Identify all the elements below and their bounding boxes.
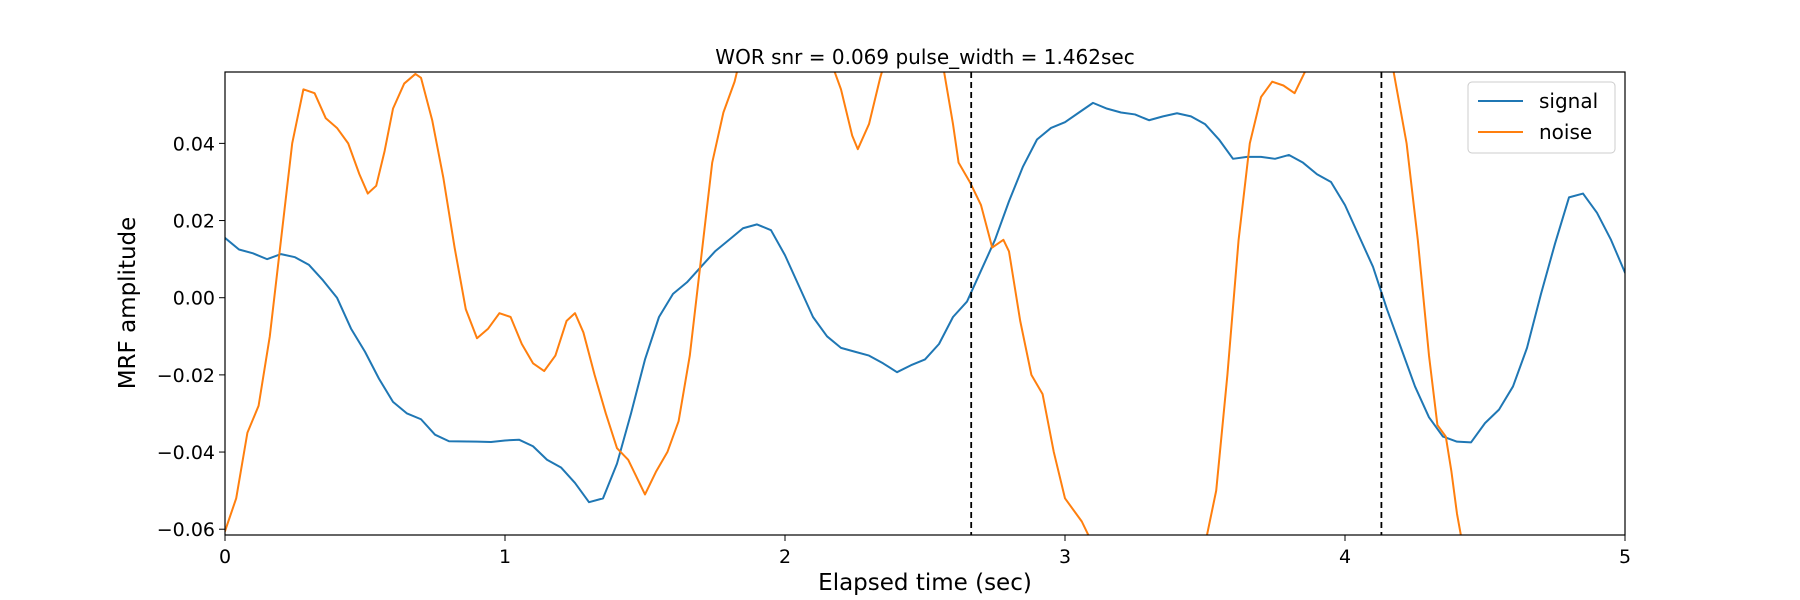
y-tick-label: −0.06 [157,519,215,541]
series-line-signal [225,101,1625,504]
x-tick-label: 1 [499,546,511,568]
y-tick-label: 0.02 [173,211,215,233]
legend-label-noise: noise [1539,120,1592,144]
y-tick-label: −0.04 [157,442,215,464]
x-tick-label: 2 [779,546,791,568]
vline-layer [970,72,1383,535]
y-tick-label: 0.04 [173,133,215,155]
series-line-noise [225,72,1462,535]
series-layer [225,72,1625,535]
legend: signal noise [1467,81,1616,154]
x-tick-label: 0 [219,546,231,568]
y-axis-ticks: −0.06 −0.04 −0.02 0.00 0.02 0.04 [157,133,225,541]
x-axis-ticks: 0 1 2 3 4 5 [219,535,1631,568]
x-tick-label: 5 [1619,546,1631,568]
plot-frame [224,71,1626,536]
legend-box [1467,81,1616,154]
y-axis-label: MRF amplitude [115,217,141,390]
x-tick-label: 4 [1339,546,1351,568]
x-axis-label: Elapsed time (sec) [818,570,1032,596]
legend-label-signal: signal [1539,89,1598,113]
chart-title: WOR snr = 0.069 pulse_width = 1.462sec [715,45,1134,69]
y-tick-label: −0.02 [157,365,215,387]
x-tick-label: 3 [1059,546,1071,568]
y-tick-label: 0.00 [173,288,215,310]
